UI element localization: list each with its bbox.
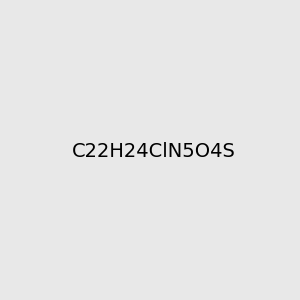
Text: C22H24ClN5O4S: C22H24ClN5O4S <box>72 142 236 161</box>
